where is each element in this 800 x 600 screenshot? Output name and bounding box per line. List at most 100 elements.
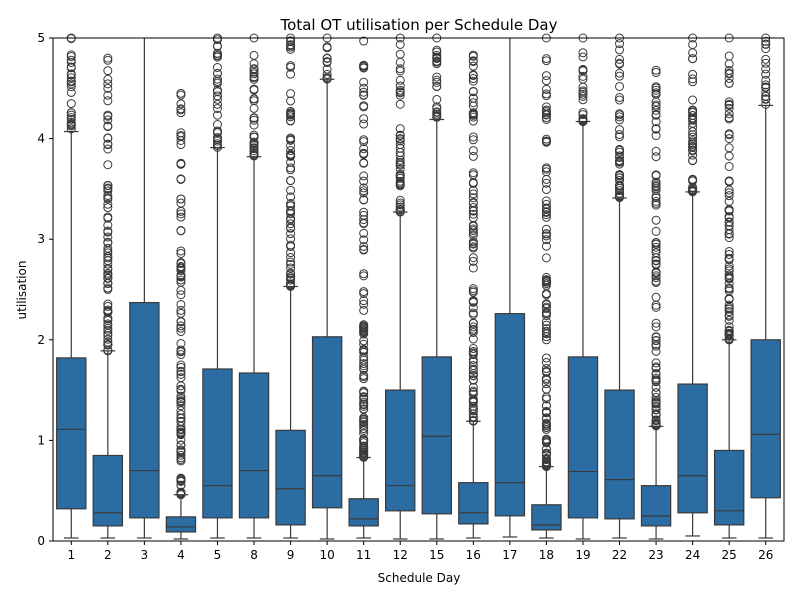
outlier-point (761, 58, 771, 68)
outlier-point (212, 74, 222, 84)
outlier-point (651, 200, 661, 210)
outlier-point (651, 242, 661, 252)
outlier-point (541, 84, 551, 94)
outlier-point (651, 341, 661, 351)
outlier-point (395, 75, 405, 85)
outlier-point (176, 308, 186, 318)
outlier-point (359, 148, 369, 158)
outlier-point (468, 370, 478, 380)
outlier-point (468, 224, 478, 234)
outlier-point (359, 325, 369, 335)
x-tick-label: 25 (722, 548, 737, 562)
outlier-point (468, 413, 478, 423)
outlier-point (103, 246, 113, 256)
outlier-point (176, 373, 186, 383)
outlier-point (541, 375, 551, 385)
outlier-point (468, 228, 478, 238)
outlier-point (359, 36, 369, 46)
outlier-point (541, 317, 551, 327)
outlier-point (359, 90, 369, 100)
outlier-point (651, 196, 661, 206)
outlier-point (468, 237, 478, 247)
outlier-point (66, 70, 76, 80)
outlier-point (249, 144, 259, 154)
outlier-point (176, 248, 186, 258)
outlier-point (176, 128, 186, 138)
outlier-point (66, 52, 76, 62)
outlier-point (359, 87, 369, 97)
outlier-point (176, 384, 186, 394)
outlier-point (541, 54, 551, 64)
x-tick-label: 4 (177, 548, 185, 562)
outlier-point (66, 110, 76, 120)
outlier-point (359, 207, 369, 217)
outlier-point (724, 294, 734, 304)
outlier-point (651, 388, 661, 398)
outlier-point (578, 52, 588, 62)
box-group-26 (750, 33, 781, 539)
outlier-point (468, 406, 478, 416)
iqr-box (275, 429, 306, 526)
outlier-point (212, 49, 222, 59)
outlier-point (615, 129, 625, 139)
outlier-point (359, 386, 369, 396)
outlier-point (322, 69, 332, 79)
outlier-point (724, 249, 734, 259)
outlier-point (724, 109, 734, 119)
outlier-point (176, 362, 186, 372)
outlier-point (724, 188, 734, 198)
outlier-point (468, 350, 478, 360)
outlier-point (651, 85, 661, 95)
outlier-point (359, 188, 369, 198)
outlier-point (578, 107, 588, 117)
outlier-point (541, 300, 551, 310)
outlier-point (359, 215, 369, 225)
outlier-point (761, 91, 771, 101)
outlier-point (359, 158, 369, 168)
outlier-point (212, 52, 222, 62)
outlier-point (395, 81, 405, 91)
outlier-point (468, 396, 478, 406)
outlier-point (359, 171, 369, 181)
outlier-point (395, 151, 405, 161)
outlier-point (651, 392, 661, 402)
iqr-box (238, 372, 270, 519)
outlier-point (541, 56, 551, 66)
outlier-point (176, 366, 186, 376)
outlier-point (212, 133, 222, 143)
outlier-point (615, 81, 625, 91)
iqr-box (677, 383, 708, 514)
outlier-point (103, 90, 113, 100)
outlier-point (688, 150, 698, 160)
iqr-box (385, 389, 416, 512)
outlier-point (286, 229, 296, 239)
outlier-point (541, 253, 551, 263)
outlier-point (651, 100, 661, 110)
outlier-point (103, 183, 113, 193)
outlier-point (541, 207, 551, 217)
outlier-point (578, 91, 588, 101)
outlier-point (724, 254, 734, 264)
outlier-point (176, 430, 186, 440)
outlier-point (651, 65, 661, 75)
outlier-point (395, 202, 405, 212)
outlier-point (359, 429, 369, 439)
outlier-point (66, 82, 76, 92)
iqr-box (129, 301, 160, 519)
outlier-point (359, 271, 369, 281)
outlier-point (359, 404, 369, 414)
outlier-point (724, 97, 734, 107)
outlier-point (103, 199, 113, 209)
outlier-point (359, 339, 369, 349)
box-group-23 (640, 65, 672, 540)
outlier-point (468, 310, 478, 320)
outlier-point (359, 451, 369, 461)
outlier-point (651, 271, 661, 281)
x-tick-label: 10 (319, 548, 334, 562)
outlier-point (468, 108, 478, 118)
outlier-point (541, 406, 551, 416)
outlier-point (66, 55, 76, 65)
outlier-point (395, 49, 405, 59)
outlier-point (359, 355, 369, 365)
